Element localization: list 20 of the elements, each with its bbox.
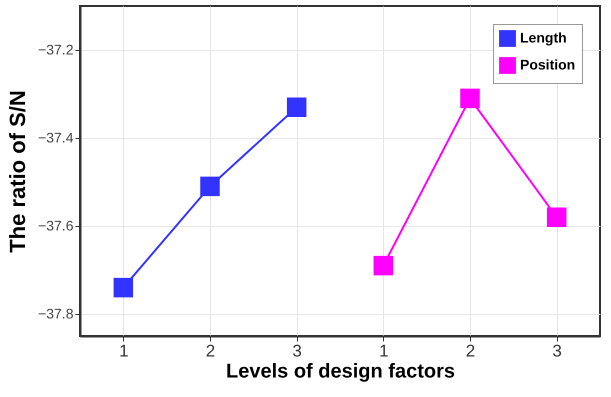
x-tick-label: 3 [552, 342, 562, 360]
y-axis-title: The ratio of S/N [5, 90, 30, 253]
x-tick-label: 2 [466, 342, 476, 360]
point [546, 207, 566, 227]
x-tick-label: 2 [206, 342, 216, 360]
legend-label: Position [520, 56, 576, 72]
point [200, 176, 220, 196]
y-tick-label: −37.2 [38, 42, 74, 58]
x-tick-label: 1 [119, 342, 129, 360]
point [374, 256, 394, 276]
x-axis-title: Levels of design factors [226, 360, 455, 382]
y-tick-label: −37.4 [38, 130, 74, 146]
x-tick-label: 3 [292, 342, 302, 360]
point [460, 88, 480, 108]
x-tick-label: 1 [379, 342, 389, 360]
y-tick-label: −37.8 [38, 306, 74, 322]
legend-label: Length [520, 30, 567, 46]
y-tick-label: −37.6 [38, 218, 74, 234]
point [286, 97, 306, 117]
point [114, 278, 134, 298]
